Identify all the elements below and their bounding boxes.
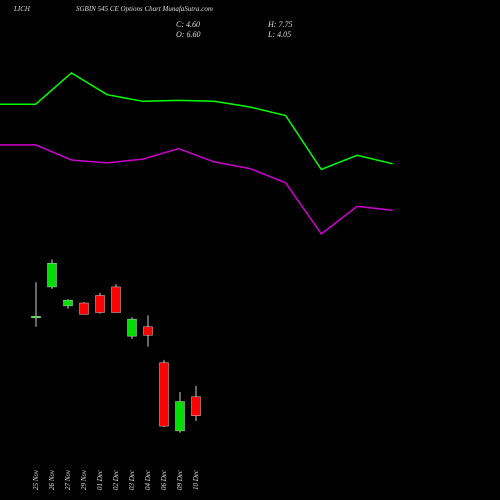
x-tick-label: 10 Dec: [192, 469, 200, 490]
candle-body: [95, 295, 105, 313]
indicator-line: [0, 144, 393, 235]
candle-body: [111, 286, 121, 313]
x-tick-label: 02 Dec: [112, 469, 120, 490]
x-tick-label: 25 Nov: [32, 469, 40, 490]
candle-body: [79, 302, 89, 315]
x-tick-label: 27 Nov: [64, 469, 72, 490]
candle-body: [127, 318, 137, 337]
x-tick-label: 09 Dec: [176, 469, 184, 490]
x-tick-label: 26 Nov: [48, 469, 56, 490]
candle-body: [63, 299, 73, 307]
x-tick-label: 29 Nov: [80, 469, 88, 490]
candle-body: [47, 263, 57, 288]
candle-body: [143, 326, 153, 336]
low-label: L: 4.05: [267, 30, 291, 39]
x-tick-label: 03 Dec: [128, 469, 136, 490]
candle-body: [159, 362, 169, 427]
chart-title: SGBIN 545 CE Options Chart MunafaSutra.c…: [76, 5, 213, 13]
x-tick-label: 01 Dec: [96, 469, 104, 490]
open-label: O: 6.60: [176, 30, 200, 39]
x-tick-label: 04 Dec: [144, 469, 152, 490]
high-label: H: 7.75: [267, 20, 292, 29]
indicator-line: [0, 71, 393, 171]
candle-body: [31, 316, 41, 319]
x-tick-label: 06 Dec: [160, 469, 168, 490]
candle-body: [191, 396, 201, 416]
candle-body: [175, 401, 185, 432]
close-label: C: 4.60: [176, 20, 200, 29]
symbol: LICH: [13, 5, 31, 13]
